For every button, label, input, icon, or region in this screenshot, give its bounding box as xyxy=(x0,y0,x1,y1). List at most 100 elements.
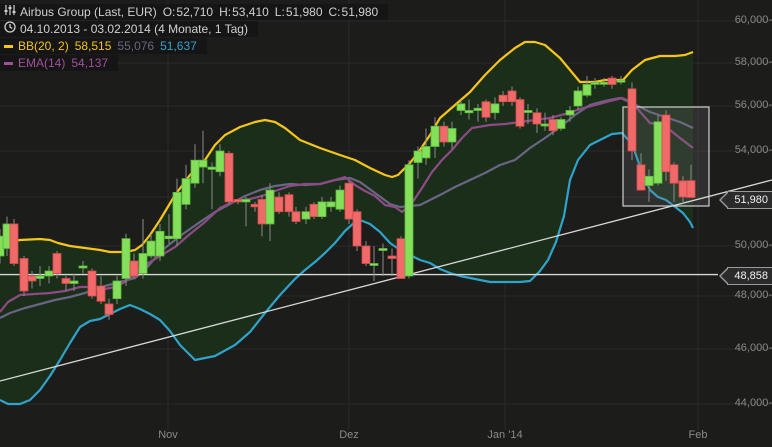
date-range[interactable]: 04.10.2013 - 03.02.2014 (4 Monate, 1 Tag… xyxy=(20,22,248,36)
candle xyxy=(198,130,208,184)
candle xyxy=(129,253,139,279)
candle xyxy=(669,162,679,202)
candle xyxy=(653,115,663,186)
candle xyxy=(456,99,466,115)
legend-row-instrument: Airbus Group (Last, EUR) O:52,710 H:53,410… xyxy=(0,4,389,20)
y-tick-label: 50,000- xyxy=(734,239,772,251)
y-tick-label: 54,000- xyxy=(734,144,772,156)
candle xyxy=(104,298,114,320)
candlesticks xyxy=(0,75,696,320)
candle xyxy=(112,276,122,304)
candle xyxy=(498,90,508,106)
candle xyxy=(215,144,225,177)
indicator-bars-icon[interactable] xyxy=(4,4,16,20)
low-value: 51,980 xyxy=(285,5,323,19)
bb-swatch-icon xyxy=(4,45,13,49)
legend-row-range: 04.10.2013 - 03.02.2014 (4 Monate, 1 Tag… xyxy=(0,21,258,37)
candle xyxy=(490,97,500,120)
close-label: C: xyxy=(328,5,341,19)
legend-row-bb[interactable]: BB(20, 2) 58,515 55,076 51,637 xyxy=(0,38,207,54)
candle xyxy=(369,246,379,281)
close-value: 51,980 xyxy=(341,5,379,19)
candle xyxy=(121,233,131,286)
candle xyxy=(627,82,637,161)
candle xyxy=(556,117,566,131)
x-tick-label: Feb xyxy=(688,429,708,441)
candle xyxy=(387,248,397,276)
candle xyxy=(291,206,301,224)
candle xyxy=(146,233,156,259)
candle xyxy=(616,75,626,85)
ema-swatch-icon xyxy=(4,62,13,66)
y-tick-label: 44,000- xyxy=(734,397,772,409)
candle xyxy=(19,256,29,296)
candle xyxy=(265,183,275,242)
candle xyxy=(421,128,431,165)
candle xyxy=(224,151,234,205)
support-price-tag: 48,858 xyxy=(719,267,772,285)
ema-label: EMA(14) xyxy=(18,56,66,70)
bollinger-band-fill xyxy=(0,42,693,404)
candle xyxy=(52,251,62,279)
candle xyxy=(138,219,148,279)
y-tick-label: 60,000- xyxy=(734,14,772,26)
candle xyxy=(274,192,284,215)
candle xyxy=(532,108,542,133)
high-value: 53,410 xyxy=(232,5,269,19)
low-label: L: xyxy=(274,5,285,19)
candle xyxy=(686,164,696,198)
candle xyxy=(644,169,654,202)
bb-label: BB(20, 2) xyxy=(18,39,69,53)
legend-row-ema[interactable]: EMA(14) 54,137 xyxy=(0,55,119,71)
candle xyxy=(96,276,106,304)
ema-value: 54,137 xyxy=(71,56,109,70)
bb-upper-value: 58,515 xyxy=(74,39,112,53)
candle xyxy=(573,86,583,111)
candle xyxy=(396,236,406,279)
candle xyxy=(447,121,457,149)
y-tick-label: 58,000- xyxy=(734,56,772,68)
x-tick-label: Nov xyxy=(158,429,178,441)
candle xyxy=(241,197,251,227)
open-value: 52,710 xyxy=(176,5,214,19)
candle xyxy=(361,241,371,266)
candle xyxy=(430,117,440,158)
candle xyxy=(9,219,19,266)
bb-lower-value: 51,637 xyxy=(160,39,197,53)
candle xyxy=(481,99,491,122)
bb-middle-value: 55,076 xyxy=(117,39,155,53)
candle xyxy=(378,243,388,276)
candle xyxy=(190,144,200,188)
y-tick-label: 56,000- xyxy=(734,99,772,111)
y-tick-label: 48,000- xyxy=(734,289,772,301)
candle xyxy=(582,75,592,98)
candle xyxy=(181,164,191,210)
candle xyxy=(507,86,517,106)
candle xyxy=(404,160,414,279)
candle xyxy=(69,273,79,291)
high-label: H: xyxy=(219,5,232,19)
x-tick-label: Dez xyxy=(339,429,359,441)
candle xyxy=(155,223,165,261)
candle xyxy=(284,192,294,217)
candle xyxy=(309,201,319,220)
candle xyxy=(344,180,354,224)
trend-line[interactable] xyxy=(0,179,772,382)
candle xyxy=(87,268,97,299)
candle xyxy=(335,185,345,212)
open-label: O: xyxy=(162,5,176,19)
candle xyxy=(326,197,336,212)
clock-icon[interactable] xyxy=(4,21,16,37)
candle xyxy=(78,261,88,274)
y-tick-label: 46,000- xyxy=(734,342,772,354)
candle xyxy=(565,106,575,122)
candle xyxy=(515,97,525,129)
candle xyxy=(661,110,671,181)
instrument-name: Airbus Group (Last, EUR) xyxy=(20,5,157,19)
x-tick-label: Jan '14 xyxy=(487,429,523,441)
candle xyxy=(317,197,327,220)
candle xyxy=(607,75,617,89)
candle xyxy=(464,99,474,120)
candle xyxy=(523,103,533,124)
